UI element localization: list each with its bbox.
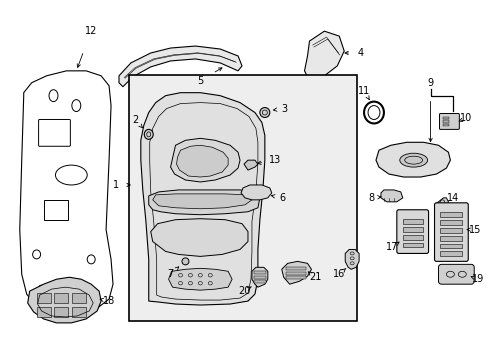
Bar (73, 293, 86, 303)
FancyBboxPatch shape (439, 264, 474, 284)
Bar (54, 293, 69, 303)
Bar (286, 267, 306, 270)
Bar (443, 124, 449, 126)
Bar (443, 117, 449, 120)
Text: 14: 14 (447, 193, 460, 203)
FancyBboxPatch shape (435, 203, 468, 261)
Bar (441, 228, 462, 233)
Bar (37, 293, 50, 303)
Text: 7: 7 (168, 269, 173, 279)
Bar (441, 243, 462, 248)
Polygon shape (151, 219, 248, 256)
Bar (443, 121, 449, 123)
Text: 13: 13 (269, 155, 281, 165)
Text: 9: 9 (427, 78, 434, 88)
FancyBboxPatch shape (440, 113, 459, 129)
Polygon shape (305, 31, 344, 81)
Text: 18: 18 (103, 296, 115, 306)
Polygon shape (282, 261, 312, 284)
Bar (441, 220, 462, 225)
Bar (441, 212, 462, 217)
Polygon shape (153, 194, 252, 209)
Polygon shape (381, 190, 403, 202)
Polygon shape (436, 198, 448, 210)
Bar (403, 243, 422, 247)
Polygon shape (176, 145, 228, 177)
Text: 1: 1 (113, 180, 119, 190)
Bar (403, 235, 422, 239)
Bar (441, 251, 462, 256)
Text: 4: 4 (358, 48, 364, 58)
Bar (403, 219, 422, 224)
Bar (44, 200, 69, 220)
Polygon shape (149, 190, 260, 215)
Text: 8: 8 (368, 193, 374, 203)
Bar (286, 276, 306, 279)
Text: 5: 5 (197, 76, 203, 86)
Text: 20: 20 (238, 286, 250, 296)
Ellipse shape (400, 153, 428, 167)
Ellipse shape (144, 129, 153, 139)
Text: 21: 21 (309, 272, 321, 282)
Bar (37, 307, 50, 317)
Text: 16: 16 (333, 269, 345, 279)
Ellipse shape (182, 258, 189, 265)
Ellipse shape (260, 108, 270, 117)
Text: 12: 12 (85, 26, 98, 36)
Bar (286, 272, 306, 275)
Bar (254, 280, 266, 283)
Bar (254, 271, 266, 274)
Polygon shape (141, 93, 265, 305)
Text: 2: 2 (133, 116, 139, 126)
Bar (54, 307, 69, 317)
Polygon shape (376, 142, 450, 177)
Text: 15: 15 (469, 225, 481, 235)
Polygon shape (119, 46, 242, 87)
FancyBboxPatch shape (397, 210, 429, 253)
Polygon shape (171, 138, 240, 182)
Text: 17: 17 (386, 243, 398, 252)
Polygon shape (241, 185, 272, 200)
Bar (254, 276, 266, 279)
Polygon shape (345, 249, 359, 269)
Text: 10: 10 (460, 113, 472, 123)
Polygon shape (169, 268, 232, 290)
Bar (129, 75, 357, 321)
Bar (441, 235, 462, 240)
Bar (73, 307, 86, 317)
Text: 3: 3 (282, 104, 288, 113)
Text: 6: 6 (280, 193, 286, 203)
Polygon shape (252, 267, 268, 287)
Bar (403, 227, 422, 231)
Polygon shape (244, 160, 258, 170)
Text: 19: 19 (472, 274, 484, 284)
Text: 11: 11 (358, 86, 370, 96)
Polygon shape (28, 277, 101, 323)
